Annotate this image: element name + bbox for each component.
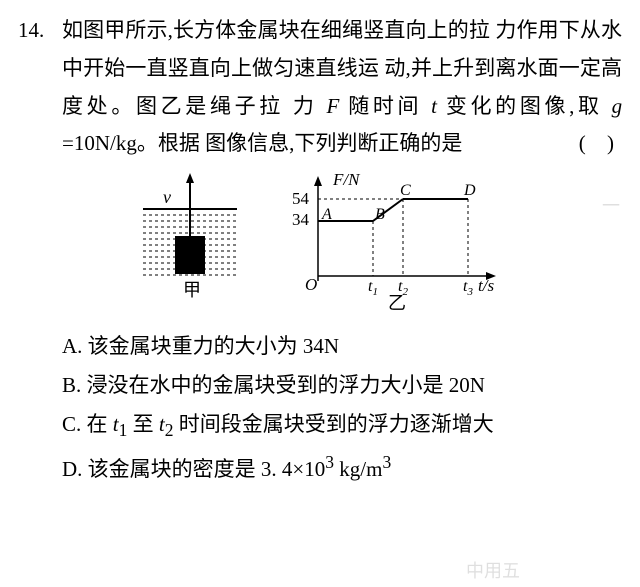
diagram-jia: v 甲	[133, 171, 248, 301]
tick: 34	[292, 210, 310, 229]
svg-text:t1: t1	[368, 278, 378, 298]
text-line: 如图甲所示,长方体金属块在细绳竖直向上的拉	[62, 18, 490, 42]
text-line: 图像信息,下列判断正确的是	[205, 131, 462, 155]
sub: 1	[372, 286, 378, 298]
figure-yi: F/N t/s 54 34 A B C D O t1 t2 t3 乙	[278, 171, 508, 324]
var-v: v	[163, 187, 171, 207]
figure-jia: v 甲	[133, 171, 248, 314]
sub: 3	[466, 286, 473, 298]
graph-yi: F/N t/s 54 34 A B C D O t1 t2 t3 乙	[278, 171, 508, 311]
figures-row: v 甲	[18, 171, 622, 324]
question-number: 14.	[18, 12, 62, 163]
axis-label: t/s	[478, 276, 494, 295]
options: A. 该金属块重力的大小为 34N B. 浸没在水中的金属块受到的浮力大小是 2…	[18, 328, 622, 489]
answer-paren: ( )	[579, 125, 622, 163]
point: D	[463, 182, 476, 199]
var: F	[326, 94, 339, 118]
axis-label: F/N	[332, 171, 361, 189]
option-d: D. 该金属块的密度是 3. 4×103 kg/m3	[62, 447, 622, 489]
text: 至	[127, 412, 159, 436]
option-b: B. 浸没在水中的金属块受到的浮力大小是 20N	[62, 367, 622, 405]
var: t	[431, 94, 437, 118]
text-line: 变化的图像,取	[446, 94, 603, 118]
option-c: C. 在 t1 至 t2 时间段金属块受到的浮力逐渐增大	[62, 406, 622, 447]
question-body: 如图甲所示,长方体金属块在细绳竖直向上的拉 力作用下从水中开始一直竖直向上做匀速…	[62, 12, 622, 163]
fig-label: 乙	[388, 293, 406, 311]
tick: 54	[292, 189, 310, 208]
text-line: 随时间	[348, 94, 422, 118]
text: D. 该金属块的密度是 3. 4×10	[62, 457, 325, 481]
point: B	[375, 206, 385, 223]
problem: 14. 如图甲所示,长方体金属块在细绳竖直向上的拉 力作用下从水中开始一直竖直向…	[18, 12, 622, 163]
svg-text:t3: t3	[463, 278, 473, 298]
print-noise: 中用五	[466, 555, 520, 587]
point: A	[321, 206, 332, 223]
option-a: A. 该金属块重力的大小为 34N	[62, 328, 622, 366]
sup: 3	[382, 452, 391, 472]
text: C. 在	[62, 412, 113, 436]
point: C	[400, 182, 411, 199]
var: g	[612, 94, 623, 118]
text-line: =10N/kg。根据	[62, 131, 200, 155]
sup: 3	[325, 452, 334, 472]
text: kg/m	[334, 457, 382, 481]
text-line: 力	[293, 94, 318, 118]
fig-label: 甲	[183, 280, 201, 300]
origin: O	[305, 275, 317, 294]
text: 时间段金属块受到的浮力逐渐增大	[173, 412, 493, 436]
